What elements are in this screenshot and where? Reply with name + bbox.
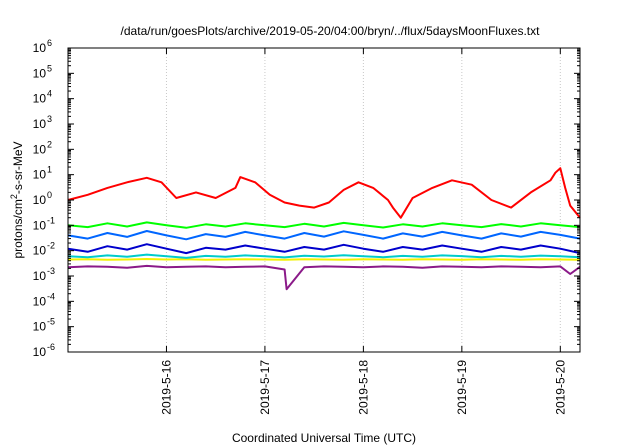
y-axis-label-sup: 2 bbox=[9, 194, 19, 199]
y-tick-label: 10 bbox=[33, 193, 47, 207]
y-tick-label-exponent: 2 bbox=[47, 139, 52, 149]
y-tick-label: 10 bbox=[33, 92, 47, 106]
y-axis-label-prefix: protons/cm bbox=[11, 199, 25, 258]
y-tick-label-exponent: 1 bbox=[47, 165, 52, 175]
y-tick-label: 10 bbox=[33, 218, 47, 232]
y-tick-label-exponent: -5 bbox=[47, 317, 55, 327]
y-tick-label-exponent: -4 bbox=[47, 291, 55, 301]
axes: 10 -610 -510 -410 -310 -210 -110 010 110 210 310 41… bbox=[33, 38, 580, 415]
y-tick-label-exponent: -2 bbox=[47, 241, 55, 251]
y-tick-label-exponent: -6 bbox=[47, 342, 55, 352]
series-line bbox=[67, 253, 581, 259]
x-tick-label: 2019-5-20 bbox=[553, 360, 567, 415]
x-tick-label: 2019-5-16 bbox=[159, 360, 173, 415]
y-tick-label-exponent: -3 bbox=[47, 266, 55, 276]
x-tick-label: 2019-5-17 bbox=[258, 360, 272, 415]
y-tick-label: 10 bbox=[33, 269, 47, 283]
x-axis-label: Coordinated Universal Time (UTC) bbox=[232, 431, 416, 445]
chart-title: /data/run/goesPlots/archive/2019-05-20/0… bbox=[121, 24, 541, 38]
y-tick-label-exponent: 0 bbox=[47, 190, 52, 200]
y-tick-label: 10 bbox=[33, 345, 47, 359]
x-tick-label: 2019-5-19 bbox=[455, 360, 469, 415]
y-tick-label: 10 bbox=[33, 244, 47, 258]
y-tick-label: 10 bbox=[33, 66, 47, 80]
y-tick-label: 10 bbox=[33, 117, 47, 131]
y-axis-label-suffix: -s-sr-MeV bbox=[11, 141, 25, 194]
y-tick-label-exponent: 4 bbox=[47, 89, 52, 99]
x-tick-label: 2019-5-18 bbox=[356, 360, 370, 415]
y-tick-label: 10 bbox=[33, 41, 47, 55]
y-tick-label: 10 bbox=[33, 142, 47, 156]
series-line bbox=[67, 230, 581, 241]
y-tick-label: 10 bbox=[33, 294, 47, 308]
series-line bbox=[67, 264, 581, 291]
series-line bbox=[67, 221, 581, 229]
y-tick-label: 10 bbox=[33, 168, 47, 182]
series-line bbox=[67, 167, 581, 219]
y-tick-label-exponent: 3 bbox=[47, 114, 52, 124]
y-tick-label-exponent: 5 bbox=[47, 63, 52, 73]
y-tick-label-exponent: 6 bbox=[47, 38, 52, 48]
series-lines bbox=[67, 167, 581, 291]
y-axis-label: protons/cm2-s-sr-MeV bbox=[9, 141, 25, 258]
y-tick-label: 10 bbox=[33, 320, 47, 334]
y-tick-label-exponent: -1 bbox=[47, 215, 55, 225]
grid bbox=[165, 48, 561, 352]
series-line bbox=[67, 243, 581, 255]
plot-frame bbox=[67, 47, 581, 353]
series-line bbox=[67, 258, 581, 261]
